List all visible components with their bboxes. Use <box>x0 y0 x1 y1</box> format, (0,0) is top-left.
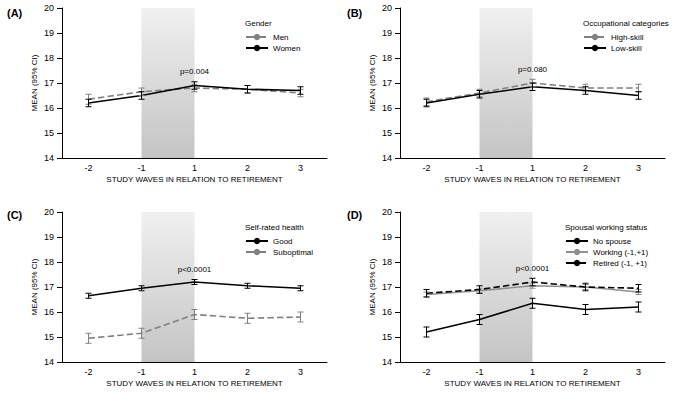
svg-text:2: 2 <box>583 367 588 377</box>
svg-text:17: 17 <box>44 78 54 88</box>
svg-text:20: 20 <box>44 207 54 217</box>
svg-text:Women: Women <box>273 44 300 53</box>
svg-text:(A): (A) <box>7 7 23 19</box>
svg-text:Retired (-1, +1): Retired (-1, +1) <box>593 259 647 268</box>
svg-text:STUDY WAVES IN RELATION TO RET: STUDY WAVES IN RELATION TO RETIREMENT <box>106 379 282 388</box>
svg-text:2: 2 <box>583 163 588 173</box>
svg-text:18: 18 <box>382 257 392 267</box>
svg-text:17: 17 <box>44 282 54 292</box>
svg-text:-2: -2 <box>84 367 92 377</box>
svg-text:MEAN (95% CI): MEAN (95% CI) <box>368 258 377 315</box>
svg-text:Suboptimal: Suboptimal <box>273 248 313 257</box>
svg-text:17: 17 <box>382 78 392 88</box>
svg-text:No spouse: No spouse <box>593 237 632 246</box>
svg-text:p=0.004: p=0.004 <box>180 67 210 76</box>
svg-text:20: 20 <box>382 207 392 217</box>
svg-text:19: 19 <box>44 232 54 242</box>
svg-text:3: 3 <box>636 163 641 173</box>
svg-text:-2: -2 <box>422 163 430 173</box>
svg-text:3: 3 <box>298 163 303 173</box>
svg-text:16: 16 <box>44 103 54 113</box>
svg-text:14: 14 <box>382 153 392 163</box>
svg-text:High-skill: High-skill <box>611 33 644 42</box>
svg-text:1: 1 <box>192 163 197 173</box>
svg-text:STUDY WAVES IN RELATION TO RET: STUDY WAVES IN RELATION TO RETIREMENT <box>444 175 620 184</box>
svg-text:-1: -1 <box>475 367 483 377</box>
svg-text:16: 16 <box>382 307 392 317</box>
svg-text:-2: -2 <box>84 163 92 173</box>
svg-text:20: 20 <box>382 3 392 13</box>
svg-text:19: 19 <box>44 28 54 38</box>
svg-text:1: 1 <box>530 367 535 377</box>
svg-text:-1: -1 <box>137 367 145 377</box>
svg-text:Gender: Gender <box>245 19 272 28</box>
svg-text:14: 14 <box>382 357 392 367</box>
svg-text:Low-skill: Low-skill <box>611 44 642 53</box>
svg-text:1: 1 <box>530 163 535 173</box>
svg-text:Self-rated health: Self-rated health <box>245 223 304 232</box>
svg-text:MEAN (95% CI): MEAN (95% CI) <box>368 54 377 111</box>
svg-text:14: 14 <box>44 153 54 163</box>
svg-text:p=0.080: p=0.080 <box>518 65 548 74</box>
svg-text:15: 15 <box>382 128 392 138</box>
svg-text:15: 15 <box>382 332 392 342</box>
svg-text:MEAN (95% CI): MEAN (95% CI) <box>30 54 39 111</box>
svg-text:Good: Good <box>273 237 293 246</box>
svg-text:19: 19 <box>382 28 392 38</box>
svg-text:-1: -1 <box>475 163 483 173</box>
svg-text:p<0.0001: p<0.0001 <box>178 265 212 274</box>
svg-text:18: 18 <box>44 257 54 267</box>
svg-text:Men: Men <box>273 33 289 42</box>
svg-text:(D): (D) <box>347 209 363 221</box>
svg-text:(C): (C) <box>7 209 23 221</box>
svg-text:3: 3 <box>298 367 303 377</box>
svg-text:15: 15 <box>44 128 54 138</box>
svg-text:1: 1 <box>192 367 197 377</box>
svg-text:3: 3 <box>636 367 641 377</box>
svg-text:17: 17 <box>382 282 392 292</box>
svg-text:18: 18 <box>382 53 392 63</box>
svg-text:MEAN (95% CI): MEAN (95% CI) <box>30 258 39 315</box>
svg-text:Working (-1,+1): Working (-1,+1) <box>593 248 649 257</box>
svg-text:STUDY WAVES IN RELATION TO RET: STUDY WAVES IN RELATION TO RETIREMENT <box>106 175 282 184</box>
svg-text:-2: -2 <box>422 367 430 377</box>
svg-text:Occupational categories: Occupational categories <box>583 19 669 28</box>
svg-text:-1: -1 <box>137 163 145 173</box>
svg-text:STUDY WAVES IN RELATION TO RET: STUDY WAVES IN RELATION TO RETIREMENT <box>444 379 620 388</box>
svg-text:14: 14 <box>44 357 54 367</box>
svg-text:15: 15 <box>44 332 54 342</box>
svg-text:18: 18 <box>44 53 54 63</box>
svg-text:16: 16 <box>44 307 54 317</box>
svg-text:2: 2 <box>245 163 250 173</box>
svg-text:19: 19 <box>382 232 392 242</box>
svg-text:2: 2 <box>245 367 250 377</box>
svg-text:p<0.0001: p<0.0001 <box>516 264 550 273</box>
svg-text:20: 20 <box>44 3 54 13</box>
svg-text:16: 16 <box>382 103 392 113</box>
svg-text:Spousal working status: Spousal working status <box>565 223 647 232</box>
svg-text:(B): (B) <box>347 7 363 19</box>
